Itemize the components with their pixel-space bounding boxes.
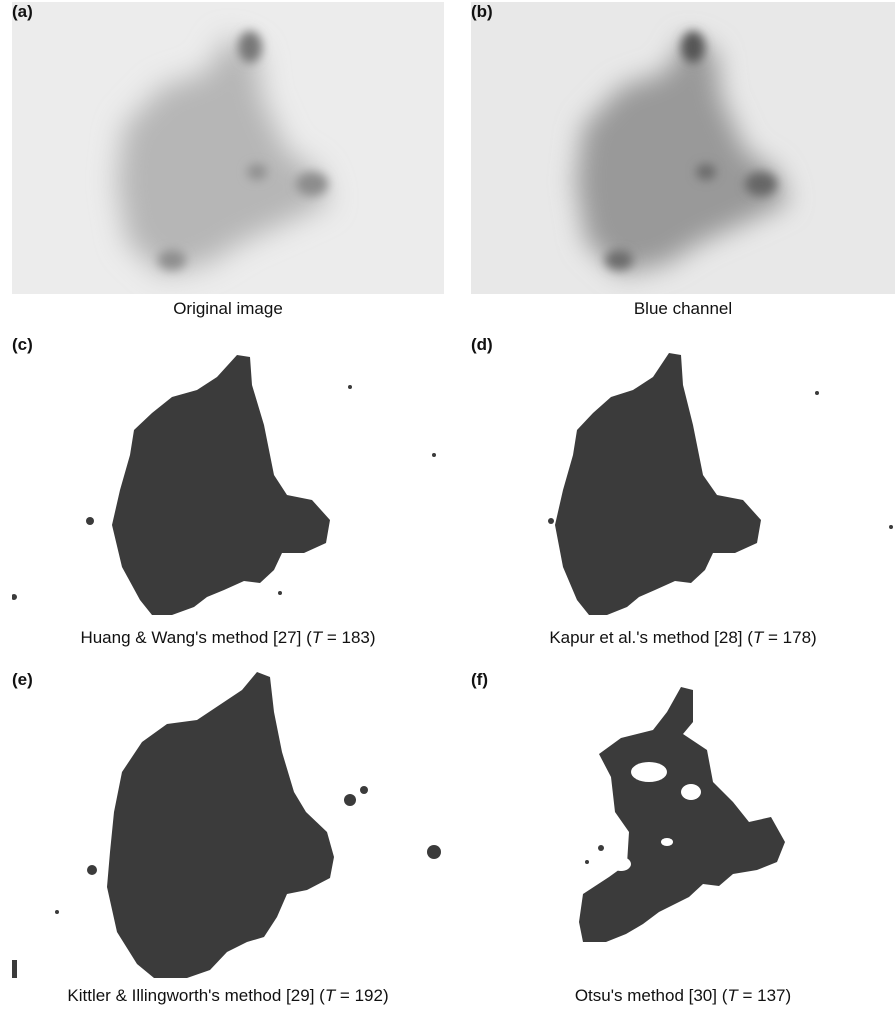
caption-f-threshold-value: = 137): [737, 986, 792, 1005]
caption-c-threshold-symbol: T: [311, 628, 323, 647]
panel-a-original-image: (a): [12, 2, 444, 294]
binary-mask-f: [579, 687, 785, 942]
caption-d: Kapur et al.'s method [28] (T = 178): [471, 628, 895, 648]
caption-e: Kittler & Illingworth's method [29] (T =…: [12, 986, 444, 1006]
panel-b-blue-channel: (b): [471, 2, 895, 294]
panel-f-otsu: (f): [471, 670, 895, 982]
caption-c-threshold-value: = 183): [322, 628, 376, 647]
blue-channel-photo: [471, 2, 895, 294]
binary-mask-d: [548, 353, 893, 615]
caption-e-threshold-symbol: T: [324, 986, 336, 1005]
caption-f-threshold-symbol: T: [727, 986, 738, 1005]
panel-e-kittler-illingworth: (e): [12, 670, 444, 982]
binary-mask-c: [12, 355, 436, 615]
caption-e-threshold-value: = 192): [335, 986, 389, 1005]
caption-c-text: Huang & Wang's method [27] (: [80, 628, 312, 647]
panel-label-f: (f): [471, 670, 488, 689]
panel-label-b: (b): [471, 2, 493, 21]
caption-d-text: Kapur et al.'s method [28] (: [549, 628, 753, 647]
caption-f-text: Otsu's method [30] (: [574, 986, 728, 1005]
caption-e-text: Kittler & Illingworth's method [29] (: [67, 986, 325, 1005]
original-photo: [12, 2, 444, 294]
caption-a: Original image: [173, 299, 283, 318]
panel-label-e: (e): [12, 670, 33, 689]
panel-label-c: (c): [12, 335, 33, 354]
panel-d-kapur: (d): [471, 335, 895, 625]
caption-c: Huang & Wang's method [27] (T = 183): [12, 628, 444, 648]
binary-mask-e: [12, 672, 441, 978]
panel-label-d: (d): [471, 335, 493, 354]
caption-f: Otsu's method [30] (T = 137): [471, 986, 895, 1006]
panel-label-a: (a): [12, 2, 33, 21]
caption-d-threshold-value: = 178): [763, 628, 817, 647]
caption-d-threshold-symbol: T: [752, 628, 764, 647]
panel-c-huang-wang: (c): [12, 335, 444, 625]
caption-b: Blue channel: [633, 299, 733, 318]
